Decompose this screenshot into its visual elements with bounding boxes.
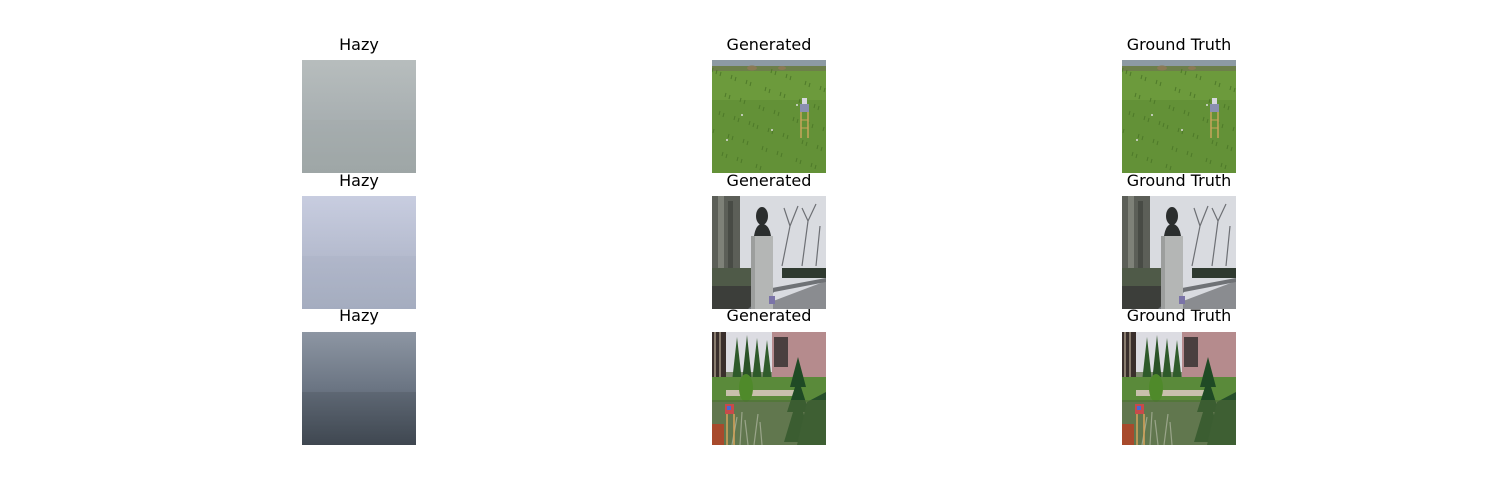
panel-title: Generated — [726, 306, 812, 325]
panel-title: Hazy — [339, 171, 379, 190]
ground-truth-image — [1122, 60, 1236, 173]
generated-image — [712, 60, 826, 173]
panel-title: Generated — [726, 35, 812, 54]
panel-title: Hazy — [339, 306, 379, 325]
panel-title: Ground Truth — [1126, 35, 1232, 54]
hazy-image — [302, 196, 416, 309]
generated-image — [712, 196, 826, 309]
hazy-image — [302, 60, 416, 173]
ground-truth-image — [1122, 196, 1236, 309]
panel-title: Ground Truth — [1126, 171, 1232, 190]
panel-title: Hazy — [339, 35, 379, 54]
ground-truth-image — [1122, 332, 1236, 445]
hazy-image — [302, 332, 416, 445]
generated-image — [712, 332, 826, 445]
panel-title: Ground Truth — [1126, 306, 1232, 325]
panel-title: Generated — [726, 171, 812, 190]
